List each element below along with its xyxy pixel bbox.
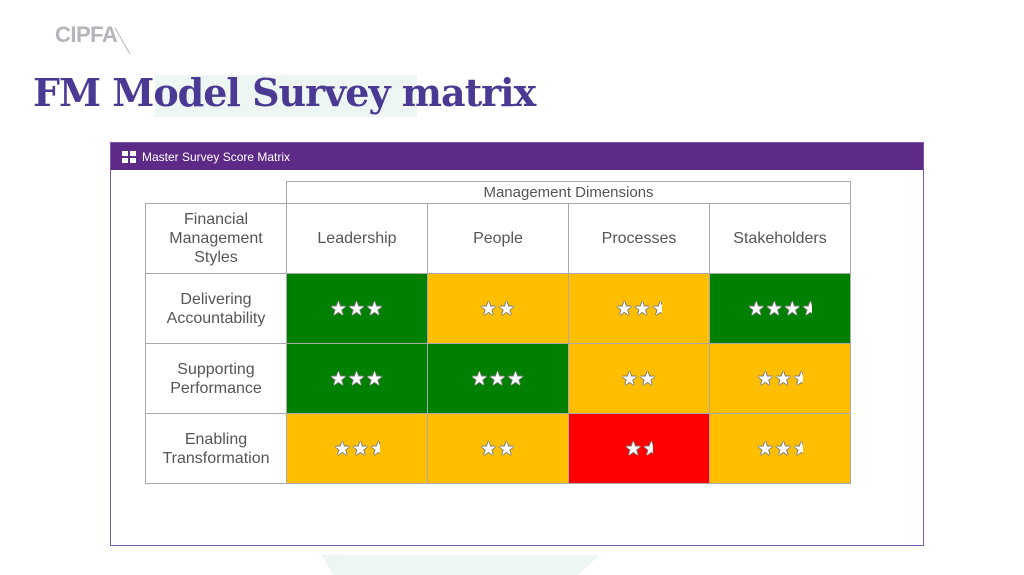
star-icon: ★ — [498, 297, 517, 320]
star-icon: ★ — [333, 437, 352, 460]
star-icon: ★ — [774, 367, 793, 390]
row-label-text: Delivering Accountability — [166, 290, 266, 327]
star-icon: ★ — [488, 367, 508, 390]
cipfa-logo: CIPFA — [55, 22, 118, 47]
star-icon: ★ — [507, 367, 526, 390]
star-rating: ★★ — [625, 438, 653, 460]
corner-label: Financial Management Styles — [169, 211, 263, 266]
star-icon: ★ — [366, 297, 385, 320]
score-cell: ★★★ — [709, 343, 851, 414]
star-icon: ★ — [756, 437, 775, 460]
star-rating: ★★★ — [757, 368, 804, 390]
score-cell: ★★★ — [286, 413, 428, 484]
window-titlebar: Master Survey Score Matrix — [111, 143, 923, 170]
column-header-processes: Processes — [568, 203, 710, 274]
star-icon: ★ — [747, 297, 766, 320]
score-cell: ★★★ — [427, 343, 569, 414]
star-icon: ★ — [620, 367, 639, 390]
half-star-icon: ★ — [642, 437, 654, 460]
row-label-text: Enabling Transformation — [162, 430, 270, 467]
title-highlight — [155, 75, 417, 117]
star-icon: ★ — [765, 297, 784, 320]
star-rating: ★★★★ — [748, 298, 813, 320]
column-header-leadership: Leadership — [286, 203, 428, 274]
financial-management-styles-header: Financial Management Styles — [145, 203, 287, 274]
star-icon: ★ — [479, 297, 498, 320]
star-rating: ★★★ — [334, 438, 381, 460]
empty-corner — [146, 182, 287, 204]
star-icon: ★ — [347, 297, 367, 320]
row-label-supporting-performance: Supporting Performance — [145, 343, 287, 414]
star-icon: ★ — [366, 367, 385, 390]
half-star-icon: ★ — [792, 437, 804, 460]
half-star-icon: ★ — [369, 437, 381, 460]
score-cell: ★★★ — [286, 343, 428, 414]
star-rating: ★★★ — [757, 438, 804, 460]
star-icon: ★ — [470, 367, 489, 390]
star-icon: ★ — [783, 297, 802, 320]
half-star-icon: ★ — [801, 297, 813, 320]
star-icon: ★ — [756, 367, 775, 390]
matrix-row: Delivering Accountability ★★★ ★★ ★★★ ★★★… — [145, 273, 851, 344]
star-rating: ★★★ — [330, 298, 384, 320]
star-rating: ★★ — [480, 298, 516, 320]
score-cell: ★★★ — [568, 273, 710, 344]
row-label-text: Supporting Performance — [170, 360, 262, 397]
star-icon: ★ — [633, 297, 652, 320]
star-rating: ★★ — [621, 368, 657, 390]
star-icon: ★ — [498, 437, 517, 460]
star-rating: ★★ — [480, 438, 516, 460]
score-cell: ★★ — [568, 343, 710, 414]
score-cell: ★★★★ — [709, 273, 851, 344]
grid-icon — [122, 150, 136, 163]
half-star-icon: ★ — [651, 297, 663, 320]
star-rating: ★★★ — [330, 368, 384, 390]
star-icon: ★ — [329, 297, 348, 320]
matrix-row: Supporting Performance ★★★ ★★★ ★★ ★★★ — [145, 343, 851, 414]
star-icon: ★ — [615, 297, 634, 320]
score-cell: ★★★ — [286, 273, 428, 344]
score-matrix: Management Dimensions Financial Manageme… — [145, 181, 851, 484]
star-icon: ★ — [351, 437, 370, 460]
star-icon: ★ — [639, 367, 658, 390]
window-title: Master Survey Score Matrix — [142, 149, 291, 164]
score-cell: ★★★ — [709, 413, 851, 484]
star-icon: ★ — [624, 437, 643, 460]
score-cell: ★★ — [427, 413, 569, 484]
column-header-people: People — [427, 203, 569, 274]
page-title: FM Model Survey matrix — [33, 70, 536, 115]
score-cell: ★★ — [427, 273, 569, 344]
star-icon: ★ — [329, 367, 348, 390]
management-dimensions-header: Management Dimensions — [286, 181, 851, 204]
half-star-icon: ★ — [792, 367, 804, 390]
column-header-stakeholders: Stakeholders — [709, 203, 851, 274]
star-rating: ★★★ — [616, 298, 663, 320]
star-rating: ★★★ — [471, 368, 525, 390]
star-icon: ★ — [774, 437, 793, 460]
star-icon: ★ — [479, 437, 498, 460]
score-cell: ★★ — [568, 413, 710, 484]
decorative-shape — [322, 555, 600, 575]
star-icon: ★ — [347, 367, 367, 390]
row-label-delivering-accountability: Delivering Accountability — [145, 273, 287, 344]
matrix-row: Enabling Transformation ★★★ ★★ ★★ ★★★ — [145, 413, 851, 484]
survey-matrix-window: Master Survey Score Matrix Management Di… — [110, 142, 924, 546]
row-label-enabling-transformation: Enabling Transformation — [145, 413, 287, 484]
